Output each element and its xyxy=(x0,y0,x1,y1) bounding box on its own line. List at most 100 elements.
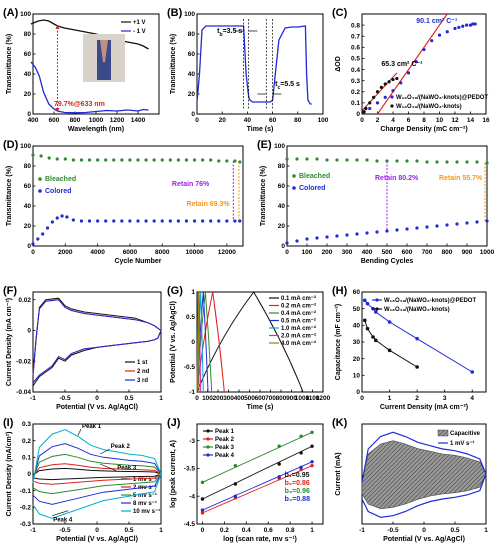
y-tick-label: 60 xyxy=(353,289,361,296)
y-tick-label: 40 xyxy=(188,71,196,78)
legend-label: Capacitive xyxy=(450,431,481,437)
x-tick-label: 300 xyxy=(342,249,353,256)
data-point-pedot xyxy=(383,95,387,99)
data-point-bleached xyxy=(465,160,469,164)
panel-g: (G)0 100 200 300 400 500 600 700 800 900100011001… xyxy=(167,285,331,411)
data-point-pedot xyxy=(430,39,434,43)
data-point-pedot xyxy=(453,26,457,31)
data-point-pedot xyxy=(414,60,418,64)
y-tick-label: 40 xyxy=(24,203,32,210)
data-point-colored xyxy=(60,214,64,218)
data-point-colored xyxy=(455,222,459,226)
legend-label: 2 nd xyxy=(137,369,150,375)
data-point-bleached xyxy=(168,158,172,162)
legend-label: 1 mV s⁻¹ xyxy=(450,440,475,447)
panel-j: (J) 0 0.2 0.4 0.6 0.8 1 -4.5 -4 -3.5 -3 log (scan r… xyxy=(167,417,324,543)
panel-letter: (A) xyxy=(3,7,19,19)
data-point-colored xyxy=(475,220,479,224)
data-point-colored xyxy=(201,219,205,223)
data-point-colored xyxy=(144,219,148,223)
x-tick-label: 600 xyxy=(255,395,266,402)
data-point-colored xyxy=(233,219,237,223)
x-tick-label: 1100 xyxy=(305,395,319,402)
data-point xyxy=(310,444,314,448)
x-tick-label: 1 xyxy=(484,527,488,534)
data-point-bleached xyxy=(79,158,84,162)
data-point-colored xyxy=(435,224,439,228)
data-point-colored xyxy=(325,235,329,239)
capacitance-point xyxy=(415,365,419,369)
data-point-pedot xyxy=(406,71,411,75)
x-tick-label: 1200 xyxy=(110,117,125,124)
data-point-bleached xyxy=(209,158,213,162)
x-tick-label: 1400 xyxy=(131,117,146,124)
fit-line xyxy=(202,465,313,514)
panel-letter: (E) xyxy=(257,139,272,151)
data-point xyxy=(233,463,238,468)
legend-label: 5 mv s⁻¹ xyxy=(133,492,157,499)
x-axis-label: Wavelength (nm) xyxy=(68,126,124,133)
y-tick-label: -0.3 xyxy=(20,521,32,528)
x-tick-label: 0 xyxy=(31,249,35,256)
data-point-colored xyxy=(335,234,339,238)
y-tick-label: 0.6 xyxy=(351,45,360,52)
capacitance-point xyxy=(371,335,375,339)
data-point-bleached xyxy=(104,158,108,162)
y-tick-label: 20 xyxy=(278,223,286,230)
b-value-label: b₃=0.96 xyxy=(285,488,310,495)
x-axis-label: Cycle Number xyxy=(114,258,161,265)
fit-line xyxy=(202,461,313,511)
x-axis-label: Bending Cycles xyxy=(361,258,414,265)
panel-i: (I) -1 -0.5 0 0.5 1 -0.3 -0.2 -0.1 0 0.1 0.2 0.3 Pote… xyxy=(3,417,163,543)
legend-label: 0.5 mA cm⁻² xyxy=(281,318,316,325)
x-tick-label: 0 xyxy=(360,395,364,402)
data-point-colored xyxy=(50,220,54,224)
data-point-bleached xyxy=(455,160,459,164)
legend-label: 1.0 mA cm⁻² xyxy=(281,325,316,332)
data-point-colored xyxy=(385,229,389,233)
retention-label: Retain 80.2% xyxy=(375,175,419,182)
data-point-bare xyxy=(375,90,380,94)
tb-label: tb=3.5 s xyxy=(217,28,242,38)
legend-marker xyxy=(38,177,42,181)
data-point-pedot xyxy=(471,22,475,26)
data-point-bleached xyxy=(144,158,148,162)
y-tick-label: 60 xyxy=(24,51,32,58)
y-tick-label: -3.5 xyxy=(184,466,196,473)
data-point-colored xyxy=(445,223,449,227)
data-point-bleached xyxy=(71,158,75,162)
x-tick-label: 500 xyxy=(382,249,393,256)
data-point-bare xyxy=(364,106,368,111)
y-tick-label: -0.2 xyxy=(20,505,32,512)
y-tick-label: 10 xyxy=(353,373,361,380)
data-point-colored xyxy=(355,232,359,236)
data-point-bleached xyxy=(87,158,92,162)
y-tick-label: 0 xyxy=(191,339,195,346)
data-point-pedot xyxy=(473,22,477,26)
legend-label: 1 mv s⁻¹ xyxy=(133,476,157,483)
x-axis-label: Potential (V vs. Ag/AgCl) xyxy=(383,536,465,543)
peak-pointer xyxy=(77,428,82,436)
legend-label: Peak 1 xyxy=(215,429,235,435)
data-point-colored xyxy=(315,236,319,240)
legend-marker xyxy=(390,95,394,99)
x-tick-label: 0 xyxy=(195,117,199,124)
panel-letter: (J) xyxy=(167,417,181,429)
x-tick-label: 1000 xyxy=(295,395,310,402)
data-point-bleached xyxy=(435,160,439,164)
capacitance-point xyxy=(362,298,367,303)
x-tick-label: 2 xyxy=(415,395,419,402)
y-tick-label: 20 xyxy=(188,91,196,98)
y-tick-label: 0.5 xyxy=(351,56,360,63)
legend-marker xyxy=(390,104,394,108)
legend-label: 1 st xyxy=(137,360,147,366)
arrow-head-up xyxy=(55,25,60,29)
x-axis-label: Potential (V vs. Ag/AgCl) xyxy=(56,404,138,411)
legend-marker xyxy=(206,453,210,457)
x-tick-label: 800 xyxy=(70,117,81,124)
x-tick-label: 800 xyxy=(442,249,453,256)
data-point-colored xyxy=(184,219,189,223)
x-axis-label: Time (s) xyxy=(247,404,274,411)
x-tick-label: 2 xyxy=(376,117,380,124)
capacitive-area xyxy=(361,440,487,510)
